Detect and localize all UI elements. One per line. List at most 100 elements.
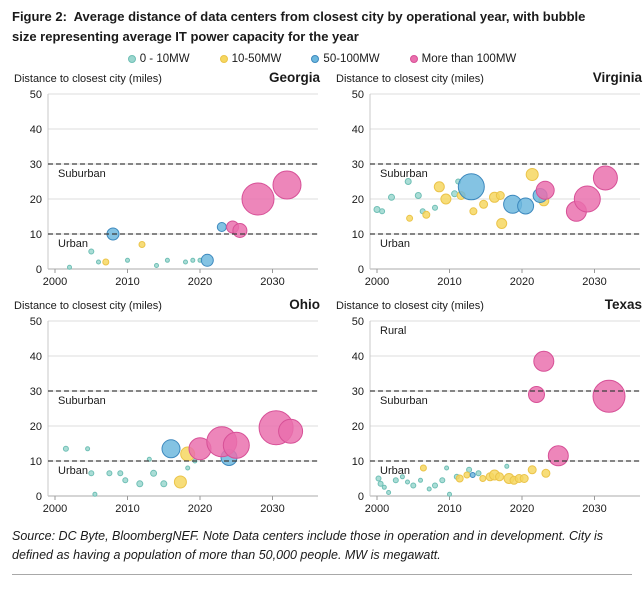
y-tick-label: 20 <box>30 194 42 206</box>
bubble-virginia <box>440 193 452 205</box>
y-tick-label: 20 <box>352 421 364 433</box>
bubble-ohio <box>136 480 144 488</box>
x-tick-label: 2000 <box>365 276 389 288</box>
bubble-texas <box>447 491 452 497</box>
panel-title-texas: Texas <box>604 297 642 312</box>
region-label-urban: Urban <box>58 238 88 250</box>
y-tick-label: 10 <box>30 229 42 241</box>
bubble-georgia <box>272 170 302 200</box>
bubble-ohio <box>146 456 152 462</box>
y-tick-label: 20 <box>352 194 364 206</box>
bubble-georgia <box>96 259 101 265</box>
bubble-virginia <box>592 165 618 191</box>
bubble-texas <box>418 477 423 483</box>
bubble-texas <box>399 474 405 480</box>
bubble-texas <box>455 474 464 483</box>
bubble-virginia <box>422 210 431 219</box>
bubble-ohio <box>92 491 98 497</box>
x-tick-label: 2020 <box>510 503 534 515</box>
region-label-urban: Urban <box>58 465 88 477</box>
bubble-ohio <box>222 431 250 459</box>
chart-panel-georgia: Distance to closest city (miles) Georgia 0… <box>12 68 322 291</box>
y-axis-title: Distance to closest city (miles) <box>14 73 162 85</box>
bubble-ohio <box>122 477 129 484</box>
y-tick-label: 50 <box>352 89 364 101</box>
region-label-urban: Urban <box>380 465 410 477</box>
bubble-ohio <box>150 469 158 477</box>
bubble-georgia <box>200 253 214 267</box>
legend-dot-more-100mw-icon <box>409 55 418 63</box>
chart-panel-ohio: Distance to closest city (miles) Ohio 0 10 2… <box>12 295 322 518</box>
bubble-georgia <box>88 248 95 255</box>
bubble-ohio <box>62 445 69 452</box>
x-tick-label: 2000 <box>365 503 389 515</box>
bubble-texas <box>547 445 569 467</box>
y-axis-title: Distance to closest city (miles) <box>14 300 162 312</box>
x-tick-label: 2010 <box>437 276 461 288</box>
charts-grid: Distance to closest city (miles) Georgia 0… <box>12 68 642 518</box>
legend-item-0-10mw: 0 - 10MW <box>127 53 190 65</box>
bubble-texas <box>405 479 410 485</box>
y-tick-label: 40 <box>352 124 364 136</box>
bubble-texas <box>528 386 545 403</box>
x-tick-label: 2020 <box>188 503 212 515</box>
bubble-virginia <box>457 173 485 201</box>
bubble-texas <box>444 465 450 471</box>
legend-label: 50-100MW <box>323 53 380 65</box>
legend: 0 - 10MW 10-50MW 50-100MW More than 100M… <box>12 53 632 65</box>
region-label-urban: Urban <box>380 238 410 250</box>
bubble-texas <box>495 472 504 482</box>
x-tick-label: 2010 <box>115 503 139 515</box>
bottom-divider <box>12 573 632 575</box>
bubble-virginia <box>525 168 539 181</box>
bubble-texas <box>439 477 446 484</box>
region-label-rural: Rural <box>380 325 406 337</box>
bubble-ohio <box>161 439 181 459</box>
bubble-virginia <box>517 197 535 215</box>
bubble-texas <box>533 350 555 372</box>
chart-panel-virginia: Distance to closest city (miles) Virginia… <box>334 68 644 291</box>
x-tick-label: 2000 <box>43 503 67 515</box>
y-tick-label: 0 <box>358 491 364 503</box>
panel-title-georgia: Georgia <box>268 70 320 85</box>
x-tick-label: 2030 <box>582 503 606 515</box>
panel-title-ohio: Ohio <box>289 297 320 312</box>
bubble-texas <box>469 472 476 478</box>
bubble-texas <box>392 477 399 484</box>
bubble-virginia <box>573 185 601 213</box>
region-label-suburban: Suburban <box>58 395 106 407</box>
legend-item-10-50mw: 10-50MW <box>219 53 281 65</box>
x-tick-label: 2010 <box>437 503 461 515</box>
bubble-ohio <box>85 446 91 452</box>
bubble-virginia <box>373 206 381 213</box>
bubble-texas <box>479 475 487 482</box>
bubble-virginia <box>432 204 438 211</box>
bubble-texas <box>475 470 482 477</box>
bubble-georgia <box>67 264 72 270</box>
bubble-virginia <box>495 191 505 200</box>
y-tick-label: 30 <box>30 159 42 171</box>
bubble-texas <box>381 484 387 490</box>
y-tick-label: 0 <box>36 491 42 503</box>
y-axis-title: Distance to closest city (miles) <box>336 73 484 85</box>
bubble-virginia <box>469 207 478 216</box>
y-tick-label: 40 <box>30 351 42 363</box>
bubble-georgia <box>154 263 159 268</box>
bubble-georgia <box>102 258 110 266</box>
legend-dot-0-10mw-icon <box>127 55 136 63</box>
legend-label: 0 - 10MW <box>139 53 190 65</box>
bubble-georgia <box>125 257 130 263</box>
bubble-ohio <box>117 470 124 477</box>
bubble-texas <box>432 482 438 489</box>
bubble-ohio <box>88 470 95 477</box>
bubble-virginia <box>414 192 422 199</box>
bubble-ohio <box>278 418 304 444</box>
region-label-suburban: Suburban <box>380 395 428 407</box>
bubble-georgia <box>164 257 170 263</box>
bubble-texas <box>504 463 510 469</box>
legend-label: More than 100MW <box>421 53 517 65</box>
